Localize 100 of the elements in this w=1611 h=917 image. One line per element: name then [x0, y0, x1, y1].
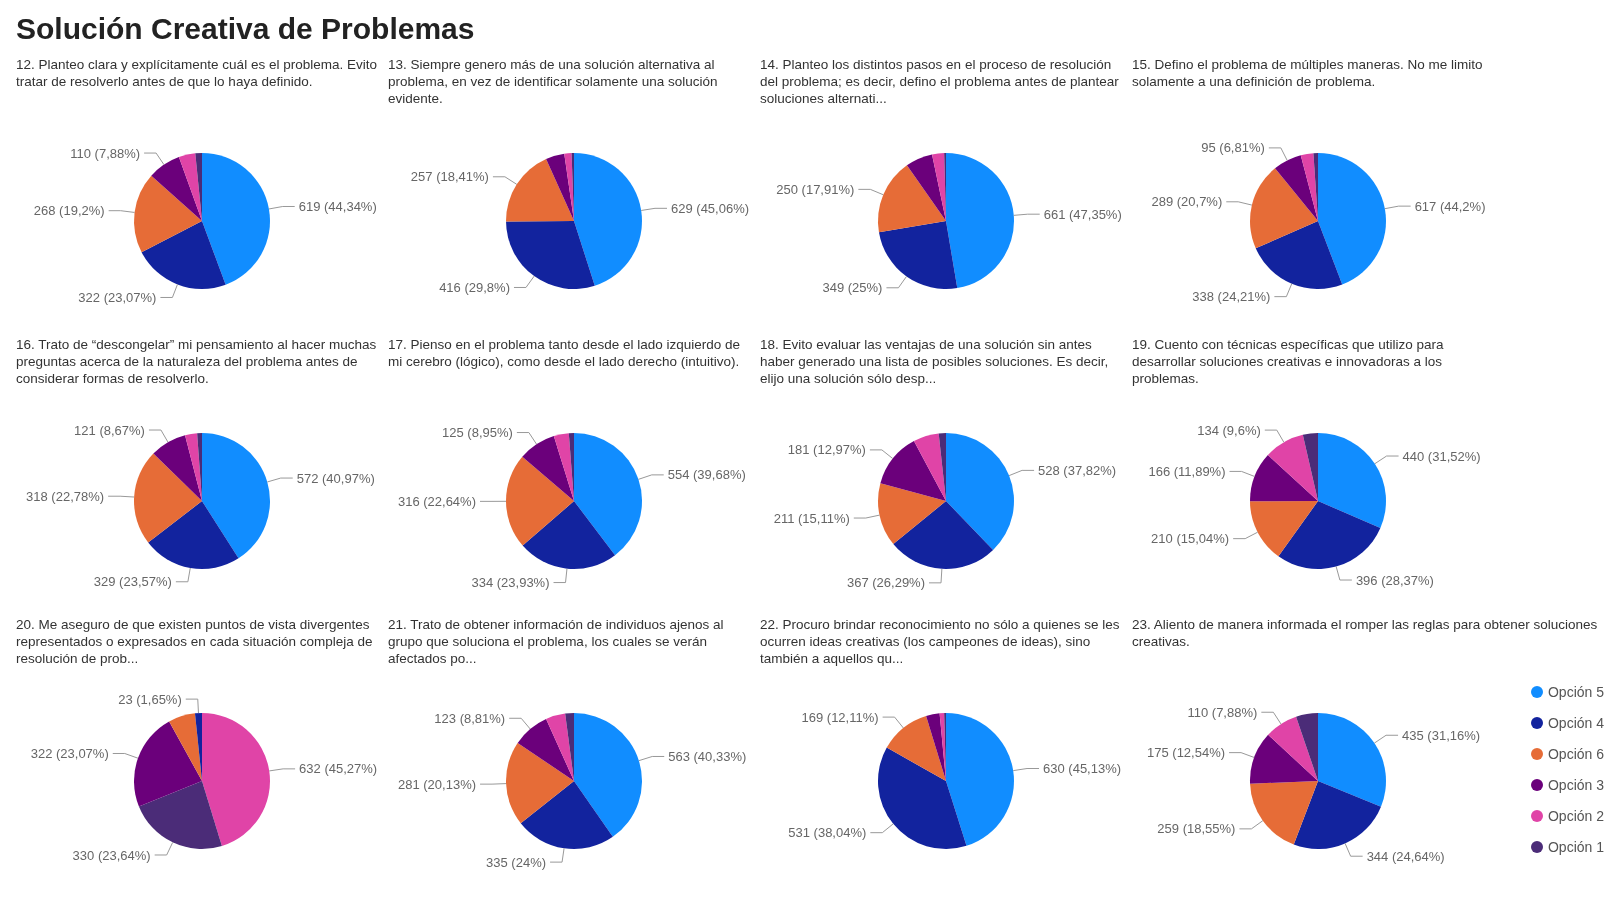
data-label: 289 (20,7%) — [1151, 194, 1223, 210]
pie-slice — [946, 153, 1014, 289]
data-label: 125 (8,95%) — [442, 425, 513, 441]
data-label: 281 (20,13%) — [398, 776, 477, 792]
data-label: 435 (31,16%) — [1402, 727, 1481, 743]
pie-slice — [134, 175, 202, 253]
data-label: 322 (23,07%) — [30, 746, 109, 762]
pie-slice — [134, 453, 202, 543]
data-label: 338 (24,21%) — [1192, 289, 1271, 305]
data-label: 166 (11,89%) — [1148, 463, 1226, 479]
pie-slice — [1250, 168, 1318, 249]
pie-slice — [574, 713, 642, 837]
pie-slice — [1267, 434, 1318, 501]
data-label: 629 (45,06%) — [671, 200, 750, 216]
data-label: 211 (15,11%) — [773, 510, 850, 526]
pie-slice — [574, 153, 642, 286]
data-label: 528 (37,82%) — [1038, 462, 1117, 478]
pie-slice — [517, 719, 574, 781]
data-label: 630 (45,13%) — [1043, 761, 1122, 777]
data-label: 619 (44,34%) — [298, 199, 377, 215]
chart-subtitle: 23. Aliento de manera informada el romper las reglas para obtener soluciones creativas. — [1132, 616, 1599, 651]
pie-slice — [1318, 713, 1386, 807]
data-label: 318 (22,78%) — [26, 488, 105, 504]
pie-slice — [185, 433, 202, 501]
data-label: 110 (7,88%) — [1187, 704, 1258, 720]
legend-label: Opción 5 — [1547, 683, 1604, 700]
legend-label: Opción 6 — [1547, 745, 1604, 762]
pie-slice — [893, 501, 994, 569]
chart-subtitle: 18. Evito evaluar las ventajas de una solución sin antes haber generado una lista de posibles soluciones. Es decir, elijo una solución sólo desp... — [760, 336, 1110, 388]
data-label: 121 (8,67%) — [74, 422, 145, 438]
pie-slice — [1318, 433, 1386, 529]
pie-slice — [1250, 734, 1318, 784]
pie-slice — [932, 153, 946, 221]
data-label: 349 (25%) — [822, 280, 883, 296]
pie-slice — [520, 781, 613, 849]
pie-slice — [202, 713, 270, 847]
pie-slice — [138, 781, 222, 849]
chart-title: Solución Creativa de Problemas — [16, 12, 476, 47]
data-label: 181 (12,97%) — [787, 442, 866, 458]
pie-slice — [1250, 501, 1318, 557]
data-label: 316 (22,64%) — [397, 493, 476, 509]
pie-slice — [202, 153, 270, 285]
data-label: 329 (23,57%) — [93, 574, 172, 590]
data-label: 134 (9,6%) — [1197, 422, 1261, 438]
data-label: 334 (23,93%) — [471, 575, 550, 591]
data-label: 632 (45,27%) — [299, 761, 378, 777]
chart-subtitle: 16. Trato de “descongelar” mi pensamiento al hacer muchas preguntas acerca de la naturaleza del problema antes de considerar formas de resolverlo. — [16, 336, 378, 388]
pie-slice — [880, 441, 946, 501]
data-label: 250 (17,91%) — [776, 181, 855, 197]
data-label: 367 (26,29%) — [846, 575, 926, 591]
pie-slice — [946, 713, 1014, 846]
pie-slice — [202, 433, 270, 559]
pie-slice — [1268, 716, 1318, 781]
data-label: 268 (19,2%) — [33, 203, 105, 219]
pie-slice — [564, 153, 574, 221]
legend-label: Opción 1 — [1547, 838, 1604, 855]
pie-slice — [1255, 221, 1343, 289]
data-label: 322 (23,07%) — [78, 290, 157, 306]
data-label: 563 (40,33%) — [668, 749, 747, 765]
chart-subtitle: 20. Me aseguro de que existen puntos de vista divergentes representados o expresados en cada situación compleja de resolución de prob... — [16, 616, 374, 668]
chart-subtitle: 17. Pienso en el problema tanto desde el lado izquierdo de mi cerebro (lógico), como desde el lado derecho (intuitivo). — [388, 336, 741, 371]
data-label: 440 (31,52%) — [1402, 448, 1481, 464]
pie-slice — [151, 157, 202, 221]
pie-slice — [1250, 455, 1318, 502]
chart-subtitle: 13. Siempre genero más de una solución alternativa al problema, en vez de identificar solamente una solución evidente. — [388, 56, 719, 108]
pie-slice — [546, 153, 574, 221]
data-label: 572 (40,97%) — [296, 470, 375, 486]
pie-slice — [1250, 781, 1318, 845]
pie-slice — [522, 436, 574, 501]
data-label: 169 (12,11%) — [801, 709, 879, 725]
pie-slice — [926, 713, 946, 781]
pie-slice — [878, 483, 946, 544]
legend-label: Opción 4 — [1547, 714, 1604, 731]
chart-subtitle: 15. Defino el problema de múltiples maneras. No me limito solamente a una definición de problema. — [1132, 56, 1484, 91]
legend-label: Opción 2 — [1547, 807, 1604, 824]
pie-slice — [574, 433, 642, 556]
pie-slice — [1275, 155, 1318, 221]
chart-subtitle: 21. Trato de obtener información de individuos ajenos al grupo que soluciona el problema, los cuales se verán afectados po... — [388, 616, 725, 668]
pie-slice — [141, 221, 226, 289]
pie-slice — [1302, 433, 1318, 501]
pie-slice — [506, 159, 574, 222]
data-label: 554 (39,68%) — [667, 467, 746, 483]
pie-slice — [878, 747, 967, 849]
pie-slice — [546, 713, 574, 781]
pie-slice — [169, 713, 202, 781]
pie-slice — [878, 165, 946, 233]
pie-slice — [886, 715, 946, 781]
data-label: 531 (38,04%) — [788, 825, 867, 841]
pie-slice — [1318, 153, 1386, 285]
pie-slice — [506, 456, 574, 546]
pie-slice — [522, 501, 616, 569]
data-label: 617 (44,2%) — [1414, 198, 1486, 214]
data-label: 210 (15,04%) — [1151, 531, 1230, 547]
data-label: 335 (24%) — [486, 854, 547, 870]
data-label: 23 (1,65%) — [118, 691, 182, 707]
chart-subtitle: 19. Cuento con técnicas específicas que utilizo para desarrollar soluciones creativas e innovadoras a los problemas. — [1132, 336, 1445, 388]
pie-slice — [1300, 153, 1318, 221]
legend-label: Opción 3 — [1547, 776, 1604, 793]
data-label: 416 (29,8%) — [439, 280, 510, 296]
pie-slice — [148, 501, 239, 569]
